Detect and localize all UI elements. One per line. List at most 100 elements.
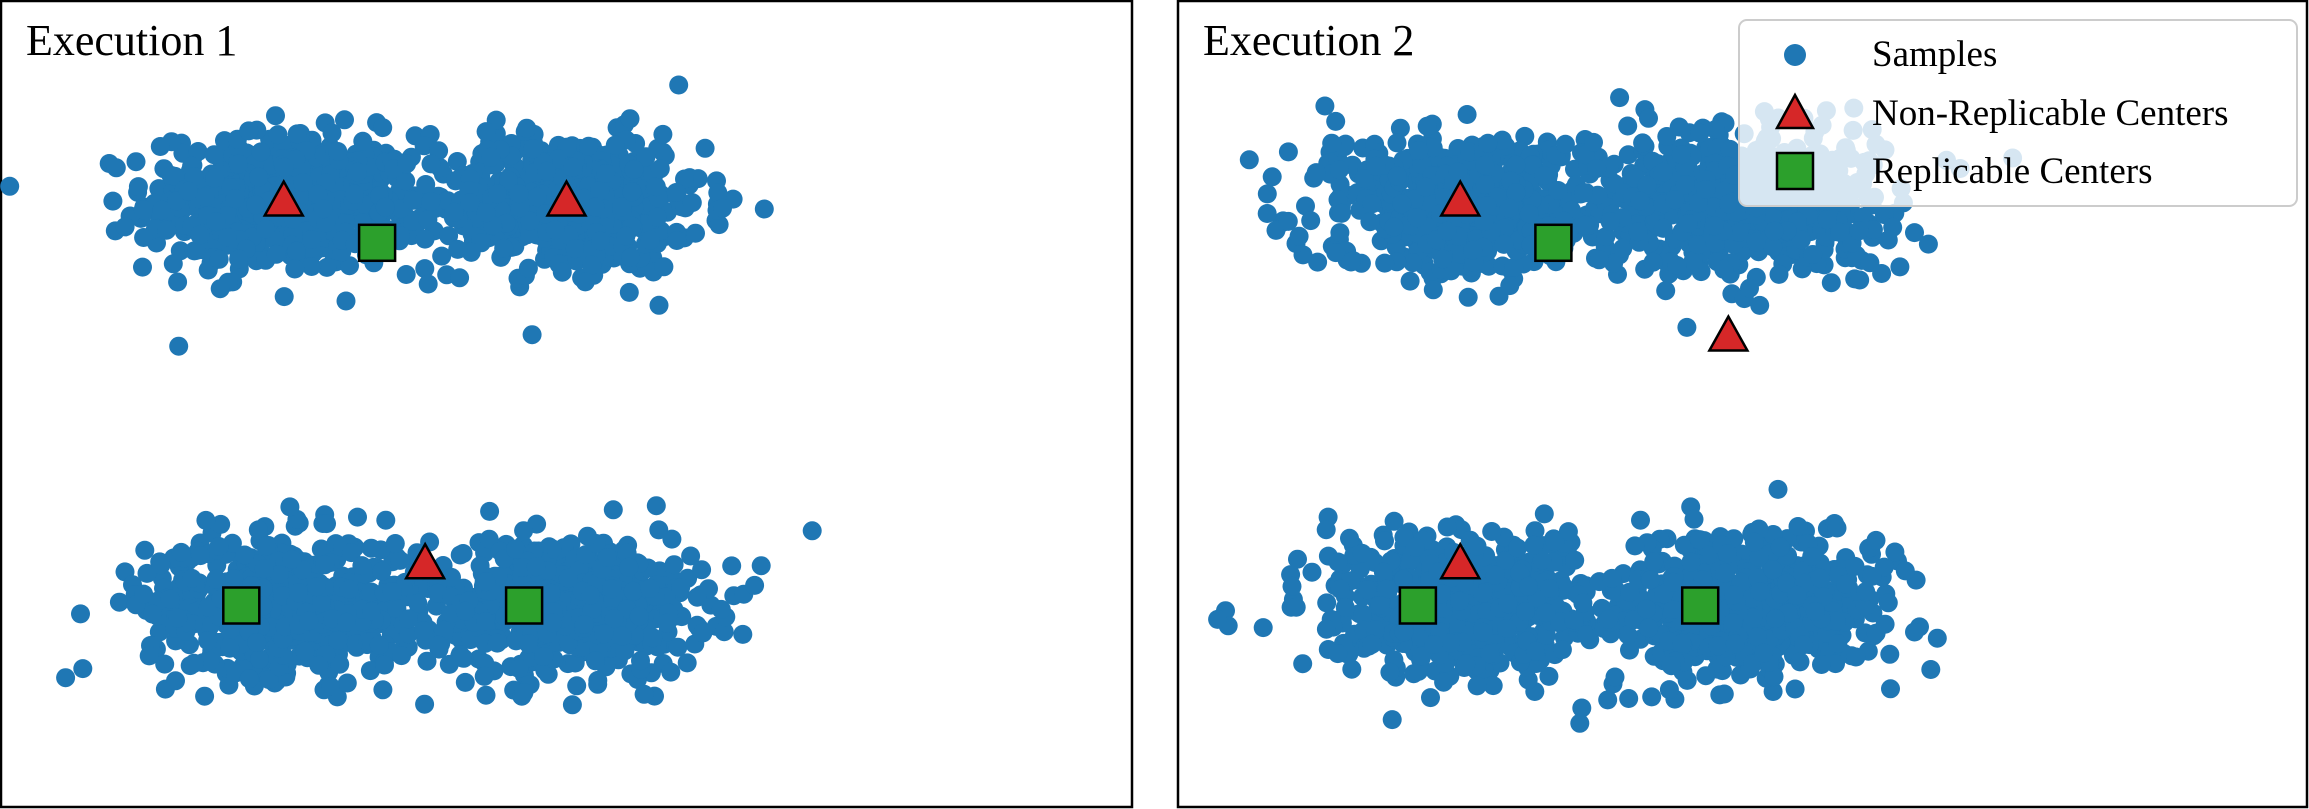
- sample-point: [671, 578, 691, 598]
- sample-point: [621, 247, 641, 267]
- sample-point: [259, 670, 279, 690]
- sample-point: [1671, 145, 1691, 165]
- sample-point: [1708, 636, 1728, 656]
- sample-point: [187, 240, 207, 260]
- sample-point: [1380, 662, 1400, 682]
- sample-point: [1573, 593, 1593, 613]
- sample-point: [239, 121, 259, 141]
- legend-entry-samples: Samples: [1784, 34, 1997, 75]
- sample-point: [1905, 622, 1924, 642]
- sample-point: [1690, 530, 1710, 550]
- sample-point: [282, 550, 302, 569]
- sample-point: [336, 291, 356, 311]
- sample-point: [1821, 273, 1841, 293]
- sample-point: [666, 183, 686, 202]
- sample-point: [582, 255, 602, 275]
- sample-point: [537, 161, 556, 181]
- sample-point: [534, 647, 554, 666]
- sample-point: [450, 268, 470, 288]
- sample-point: [1637, 599, 1656, 619]
- sample-point: [316, 213, 336, 233]
- sample-point: [1631, 510, 1650, 530]
- sample-point: [1620, 640, 1639, 660]
- sample-point: [802, 521, 822, 541]
- sample-point: [1412, 646, 1432, 666]
- sample-point: [1723, 613, 1743, 633]
- sample-point: [476, 572, 496, 592]
- sample-point: [1424, 635, 1444, 654]
- sample-point: [155, 654, 175, 674]
- sample-point: [713, 198, 732, 218]
- sample-point: [1803, 245, 1823, 264]
- sample-point: [1384, 217, 1404, 237]
- sample-point: [218, 228, 237, 247]
- sample-point: [1827, 518, 1847, 538]
- sample-point: [1642, 687, 1662, 707]
- sample-point: [1653, 162, 1673, 182]
- sample-point: [711, 599, 731, 619]
- sample-point: [1584, 132, 1603, 152]
- sample-point: [352, 556, 372, 576]
- sample-point: [315, 555, 335, 575]
- sample-point: [211, 514, 231, 534]
- sample-point: [229, 249, 249, 269]
- sample-point: [1288, 549, 1307, 569]
- sample-point: [361, 538, 381, 558]
- sample-point: [337, 673, 357, 693]
- sample-point: [1764, 221, 1784, 241]
- sample-point: [1477, 196, 1497, 216]
- sample-point: [1605, 667, 1625, 687]
- sample-point: [1473, 622, 1493, 642]
- sample-point: [1384, 511, 1404, 531]
- sample-point: [195, 686, 215, 706]
- sample-point: [1863, 220, 1883, 240]
- sample-point: [375, 197, 395, 217]
- sample-point: [1665, 190, 1685, 210]
- sample-point: [307, 577, 326, 597]
- sample-point: [1846, 647, 1866, 667]
- sample-point: [1301, 211, 1321, 231]
- sample-point: [1409, 661, 1429, 681]
- sample-point: [1534, 504, 1554, 524]
- sample-point: [1516, 602, 1535, 621]
- sample-point: [1552, 640, 1572, 660]
- sample-point: [369, 635, 389, 655]
- sample-point: [168, 608, 188, 628]
- sample-point: [312, 593, 331, 613]
- sample-point: [285, 259, 305, 279]
- sample-point: [295, 641, 315, 661]
- sample-point: [1555, 134, 1575, 154]
- sample-point: [1354, 169, 1374, 189]
- sample-point: [1352, 543, 1372, 563]
- sample-point: [1746, 232, 1766, 252]
- sample-point: [169, 336, 189, 356]
- sample-point: [1499, 198, 1519, 218]
- sample-point: [590, 181, 610, 201]
- sample-point: [1812, 655, 1831, 674]
- sample-point: [56, 668, 76, 688]
- sample-point: [1278, 142, 1298, 162]
- sample-point: [1322, 133, 1342, 153]
- sample-point: [499, 170, 518, 190]
- sample-point: [1729, 222, 1749, 242]
- sample-point: [522, 325, 542, 345]
- replicable-center: [1398, 586, 1438, 625]
- sample-point: [1749, 547, 1769, 567]
- sample-point: [1545, 532, 1565, 552]
- sample-point: [1763, 560, 1783, 580]
- sample-point: [1315, 96, 1335, 116]
- sample-point: [322, 123, 342, 143]
- sample-point: [669, 75, 689, 95]
- sample-point: [754, 199, 774, 219]
- sample-point: [421, 192, 441, 211]
- sample-point: [1308, 252, 1328, 272]
- sample-point: [1637, 175, 1657, 195]
- sample-point: [1683, 251, 1703, 271]
- sample-point: [269, 565, 289, 584]
- sample-point: [251, 142, 271, 162]
- sample-point: [1332, 203, 1351, 223]
- sample-point: [1326, 243, 1346, 263]
- sample-point: [1392, 194, 1412, 214]
- sample-point: [460, 193, 480, 213]
- sample-point: [1506, 183, 1526, 203]
